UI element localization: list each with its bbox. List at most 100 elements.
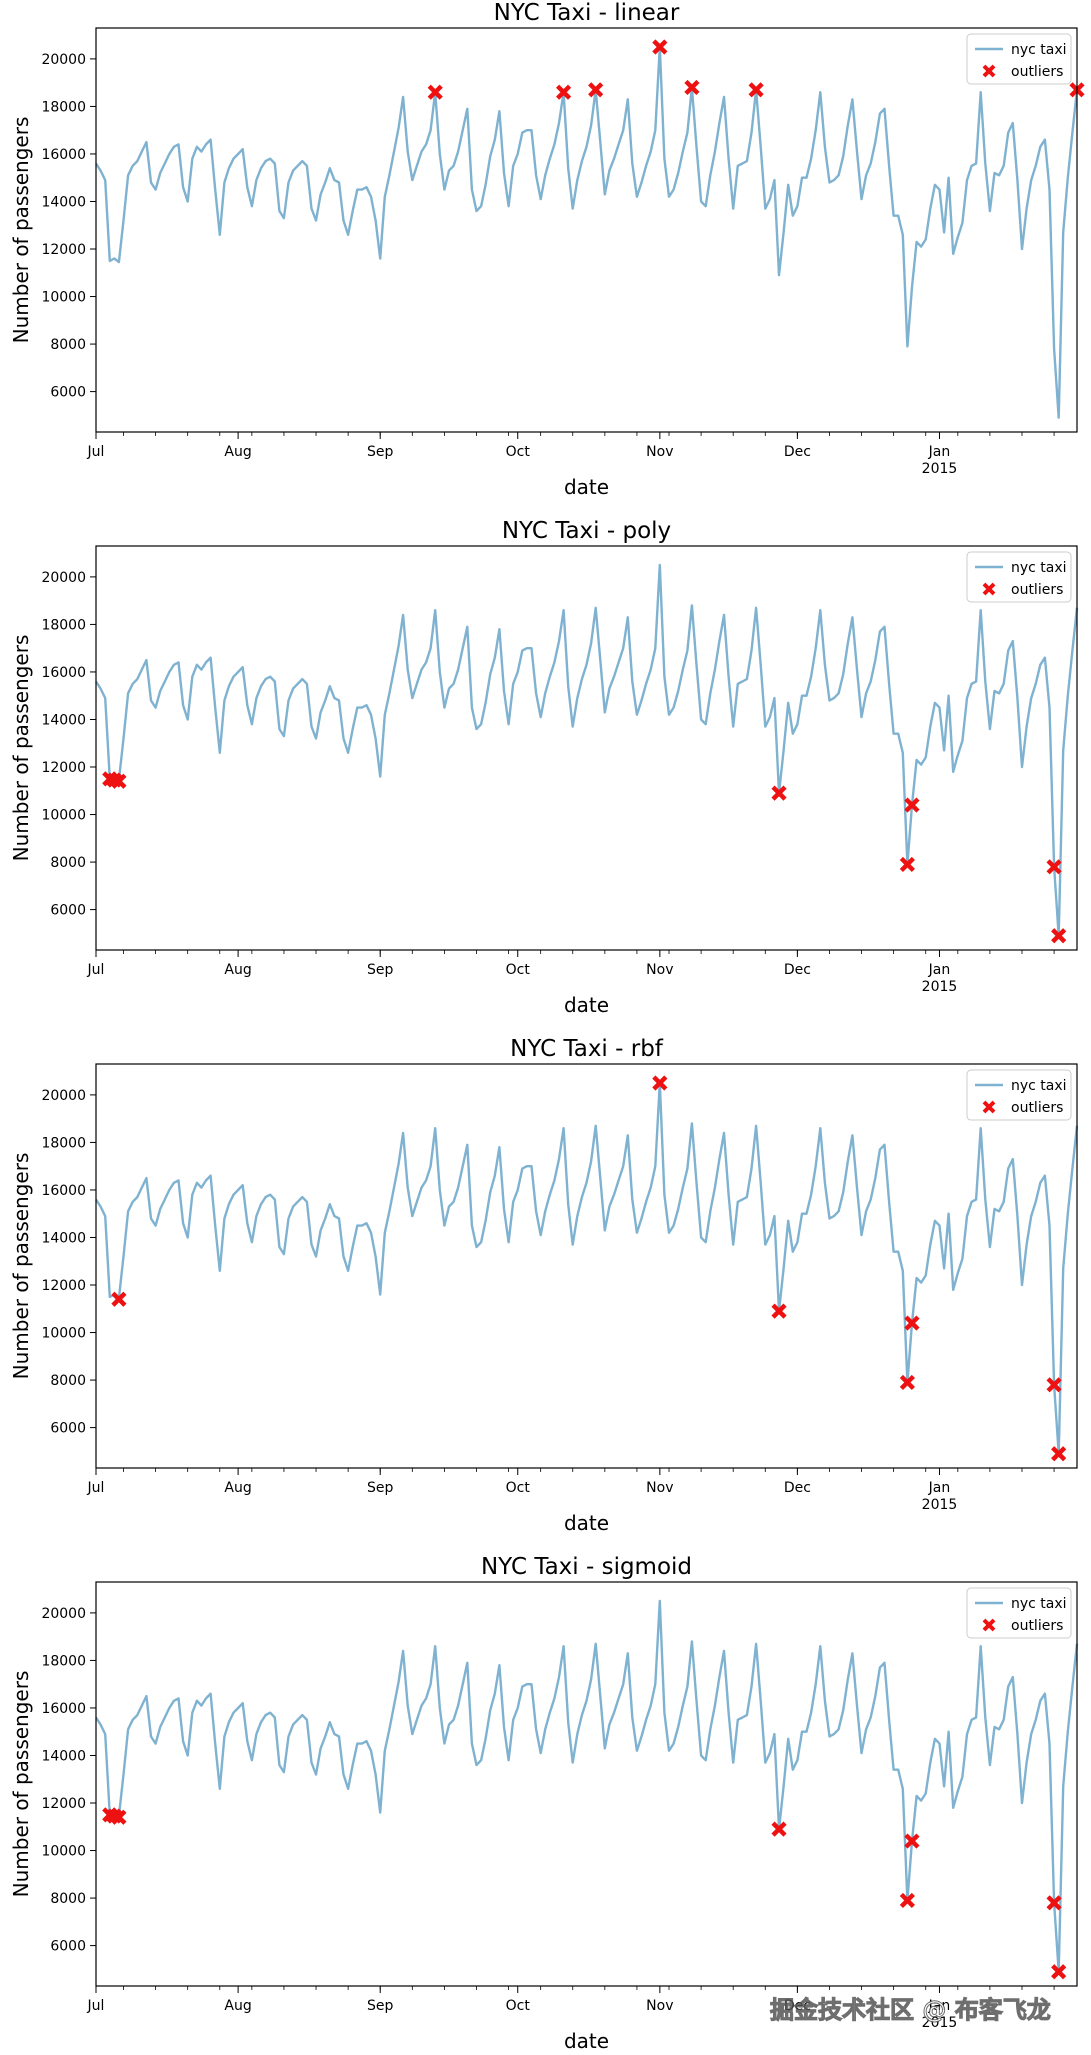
x-tick-label: Aug — [224, 444, 251, 460]
x-axis-label: date — [564, 993, 609, 1017]
y-tick-label: 16000 — [41, 1701, 86, 1717]
chart-panel-2: NYC Taxi - poly 6000 8000 10000 12000 14000 16… — [9, 518, 1079, 1017]
outlier-marker — [652, 1075, 668, 1091]
legend-marker-swatch — [982, 1618, 996, 1632]
series-line-nyc-taxi — [94, 1081, 1079, 1455]
x-tick-sublabel: 2015 — [922, 461, 958, 477]
series-line-nyc-taxi — [94, 1599, 1079, 1973]
outlier-marker — [1046, 1377, 1062, 1393]
y-tick-label: 16000 — [41, 147, 86, 163]
outlier-marker — [1046, 859, 1062, 875]
plot-frame — [95, 27, 1078, 433]
legend-label-outliers: outliers — [1011, 1618, 1063, 1634]
x-tick-sublabel: 2015 — [922, 2015, 958, 2031]
x-tick-label: Oct — [506, 444, 531, 460]
legend-label-outliers: outliers — [1011, 64, 1063, 80]
outlier-marker — [899, 856, 915, 873]
y-tick-label: 20000 — [41, 1088, 86, 1104]
legend-label-outliers: outliers — [1011, 1100, 1063, 1116]
y-axis-label: Number of passengers — [9, 1153, 33, 1380]
outlier-marker — [652, 39, 668, 55]
x-tick-label: Aug — [224, 1480, 251, 1496]
legend: nyc taxi outliers — [966, 33, 1072, 85]
legend-box — [966, 1587, 1072, 1639]
x-tick-label: Jan — [928, 1480, 951, 1496]
legend-marker-swatch — [982, 1100, 996, 1114]
outlier-marker — [1046, 1895, 1062, 1911]
x-tick-sublabel: 2015 — [922, 979, 958, 995]
legend-label-outliers: outliers — [1011, 582, 1063, 598]
x-tick-label: Nov — [646, 444, 673, 460]
y-tick-label: 16000 — [41, 1183, 86, 1199]
x-tick-label: Jan — [928, 444, 951, 460]
y-tick-label: 8000 — [50, 1891, 86, 1907]
outlier-marker — [111, 773, 127, 789]
chart-title: NYC Taxi - poly — [502, 518, 671, 544]
plot-frame — [95, 1063, 1078, 1469]
y-axis-label: Number of passengers — [9, 635, 33, 862]
x-tick-label: Jul — [87, 1998, 105, 2014]
y-tick-label: 12000 — [41, 1278, 86, 1294]
y-tick-label: 20000 — [41, 52, 86, 68]
x-tick-label: Oct — [506, 1998, 531, 2014]
x-tick-label: Aug — [224, 962, 251, 978]
y-tick-label: 14000 — [41, 1748, 86, 1764]
x-tick-label: Jul — [87, 1480, 105, 1496]
x-tick-label: Sep — [367, 962, 394, 978]
y-axis-label: Number of passengers — [9, 117, 33, 344]
outlier-marker — [427, 84, 443, 100]
series-line-nyc-taxi — [94, 563, 1079, 937]
y-tick-label: 10000 — [41, 808, 86, 824]
y-tick-label: 6000 — [50, 903, 86, 919]
legend: nyc taxi outliers — [966, 1587, 1072, 1639]
y-tick-label: 8000 — [50, 337, 86, 353]
legend-box — [966, 33, 1072, 85]
x-tick-label: Nov — [646, 1480, 673, 1496]
outlier-marker — [904, 1315, 920, 1331]
outlier-marker — [1051, 1446, 1067, 1462]
x-axis-label: date — [564, 1511, 609, 1535]
legend-label-series: nyc taxi — [1011, 560, 1067, 576]
outlier-marker — [771, 1821, 787, 1837]
outlier-marker — [748, 82, 764, 98]
y-tick-label: 18000 — [41, 617, 86, 633]
x-tick-label: Jan — [928, 962, 951, 978]
x-tick-label: Sep — [367, 1998, 394, 2014]
outlier-marker — [1051, 928, 1067, 944]
y-tick-label: 20000 — [41, 1606, 86, 1622]
outlier-marker — [771, 785, 787, 801]
x-tick-label: Dec — [784, 962, 811, 978]
outlier-marker — [771, 1303, 787, 1319]
plot-frame — [95, 1581, 1078, 1987]
outlier-marker — [588, 82, 604, 98]
y-tick-label: 14000 — [41, 712, 86, 728]
legend-marker-swatch — [982, 582, 996, 596]
plot-frame — [95, 545, 1078, 951]
x-tick-label: Dec — [784, 444, 811, 460]
chart-panel-4: NYC Taxi - sigmoid 6000 8000 10000 12000 1400… — [9, 1554, 1079, 2053]
outlier-marker — [1051, 1964, 1067, 1980]
y-tick-label: 12000 — [41, 242, 86, 258]
chart-title: NYC Taxi - sigmoid — [481, 1554, 692, 1580]
watermark: 掘金技术社区 @ 布客飞龙 — [770, 1996, 1052, 2025]
y-tick-label: 20000 — [41, 570, 86, 586]
legend: nyc taxi outliers — [966, 551, 1072, 603]
chart-title: NYC Taxi - rbf — [510, 1036, 664, 1062]
y-axis-label: Number of passengers — [9, 1671, 33, 1898]
chart-panel-3: NYC Taxi - rbf 6000 8000 10000 12000 14000 160… — [9, 1036, 1079, 1535]
outlier-marker — [904, 797, 920, 813]
x-tick-label: Dec — [784, 1480, 811, 1496]
outlier-marker — [899, 1374, 915, 1391]
x-tick-label: Dec — [784, 1998, 811, 2014]
y-tick-label: 8000 — [50, 855, 86, 871]
chart-title: NYC Taxi - linear — [494, 0, 680, 26]
y-tick-label: 12000 — [41, 1796, 86, 1812]
legend-label-series: nyc taxi — [1011, 1596, 1067, 1612]
legend: nyc taxi outliers — [966, 1069, 1072, 1121]
outlier-marker — [904, 1833, 920, 1849]
series-line-nyc-taxi — [94, 45, 1079, 419]
x-tick-label: Nov — [646, 962, 673, 978]
y-tick-label: 8000 — [50, 1373, 86, 1389]
y-tick-label: 10000 — [41, 1844, 86, 1860]
